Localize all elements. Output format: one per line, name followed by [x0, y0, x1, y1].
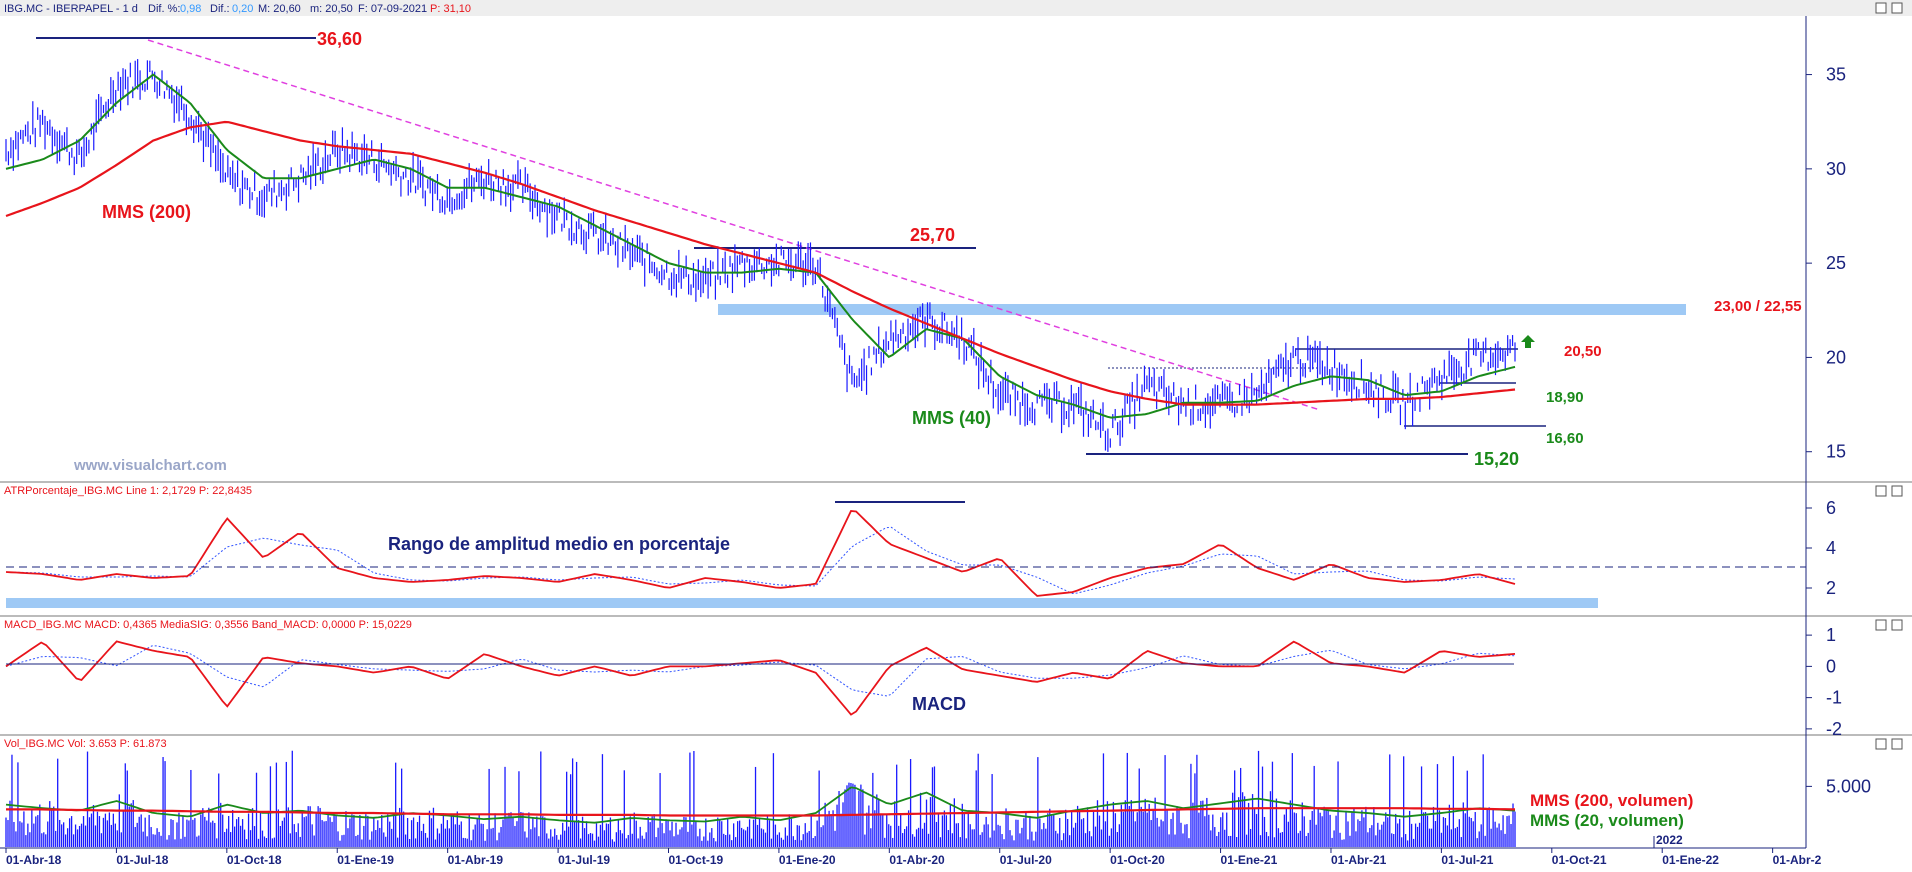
header-bar — [0, 0, 1912, 16]
macd-title: MACD — [912, 694, 966, 714]
date-tick-label: 01-Ene-20 — [779, 853, 836, 867]
label-vol-mms200: MMS (200, volumen) — [1530, 791, 1693, 810]
atr-close-icon[interactable] — [1891, 485, 1903, 497]
vol-header: Vol_IBG.MC Vol: 3.653 P: 61.873 — [4, 738, 167, 750]
macd-header: MACD_IBG.MC MACD: 0,4365 MediaSIG: 0,355… — [4, 619, 412, 631]
date-tick-label: 01-Jul-20 — [1000, 853, 1052, 867]
minimize-icon[interactable] — [1875, 2, 1887, 14]
date-tick-label: 01-Ene-19 — [337, 853, 394, 867]
volume-lines — [5, 786, 1516, 824]
price-lines — [5, 73, 1516, 419]
macd-y-tick-label: 1 — [1826, 625, 1836, 645]
date-tick-label: 01-Abr-18 — [6, 853, 62, 867]
header-price: P: 31,10 — [430, 3, 471, 15]
header-date: F: 07-09-2021 — [358, 3, 427, 15]
label-low: 15,20 — [1474, 449, 1519, 469]
atr-line — [5, 510, 1516, 597]
label-mms200: MMS (200) — [102, 202, 191, 222]
label-1890: 18,90 — [1546, 389, 1584, 406]
header-min: m: 20,50 — [310, 3, 353, 15]
atr-lines — [5, 510, 1516, 597]
price-y-tick-label: 15 — [1826, 442, 1846, 462]
date-tick-label: 01-Oct-20 — [1110, 853, 1165, 867]
header-dif-pct-label: Dif. %: — [148, 3, 180, 15]
atr-y-tick-label: 2 — [1826, 578, 1836, 598]
date-tick-label: 01-Jul-18 — [116, 853, 168, 867]
date-tick-label: 01-Oct-18 — [227, 853, 282, 867]
date-tick-label: 01-Oct-19 — [668, 853, 723, 867]
label-mms40: MMS (40) — [912, 408, 991, 428]
close-icon[interactable] — [1891, 2, 1903, 14]
date-tick-label: 01-Jul-21 — [1441, 853, 1493, 867]
price-bars — [5, 59, 1516, 452]
atr-header: ATRPorcentaje_IBG.MC Line 1: 2,1729 P: 2… — [4, 485, 252, 497]
date-tick-label: 01-Ene-22 — [1662, 853, 1719, 867]
atr-y-tick-label: 4 — [1826, 538, 1836, 558]
price-y-tick-label: 35 — [1826, 65, 1846, 85]
resistance-zone — [718, 304, 1686, 315]
price-y-tick-label: 20 — [1826, 347, 1846, 367]
downtrend-line — [147, 39, 1321, 411]
axes: 35 30 25 20 15 6 4 2 1 0 -1 -2 5.000 01-Abr-18 01-Jul-… — [0, 65, 1871, 867]
atr-signal-line — [5, 526, 1516, 595]
date-tick-label: 01-Abr-2 — [1773, 853, 1822, 867]
header-symbol: IBG.MC - IBERPAPEL - 1 d — [4, 3, 138, 15]
vol-mms200-line — [6, 807, 1516, 817]
atr-minimize-icon[interactable] — [1875, 485, 1887, 497]
price-y-tick-label: 30 — [1826, 159, 1846, 179]
vol-minimize-icon[interactable] — [1875, 738, 1887, 750]
date-tick-label: 01-Abr-20 — [889, 853, 945, 867]
label-1660: 16,60 — [1546, 430, 1584, 447]
macd-close-icon[interactable] — [1891, 619, 1903, 631]
label-high: 36,60 — [317, 29, 362, 49]
watermark: www.visualchart.com — [73, 457, 227, 474]
macd-y-tick-label: -2 — [1826, 719, 1842, 739]
atr-title: Rango de amplitud medio en porcentaje — [388, 534, 730, 554]
date-tick-label: 01-Ene-21 — [1221, 853, 1278, 867]
header-dif-label: Dif.: — [210, 3, 230, 15]
macd-y-tick-label: -1 — [1826, 688, 1842, 708]
date-tick-label: 01-Abr-21 — [1331, 853, 1387, 867]
macd-line — [5, 640, 1516, 716]
label-2570: 25,70 — [910, 225, 955, 245]
label-vol-mms20: MMS (20, volumen) — [1530, 811, 1684, 830]
date-tick-label: 01-Jul-19 — [558, 853, 610, 867]
atr-base-zone — [6, 598, 1598, 608]
macd-minimize-icon[interactable] — [1875, 619, 1887, 631]
mms200-line — [5, 120, 1516, 406]
date-tick-label: 01-Abr-19 — [448, 853, 504, 867]
atr-y-tick-label: 6 — [1826, 498, 1836, 518]
window-buttons-price[interactable] — [1875, 2, 1903, 14]
vol-close-icon[interactable] — [1891, 738, 1903, 750]
volume-bars — [5, 750, 1516, 847]
up-arrow-icon — [1521, 335, 1535, 348]
label-zone: 23,00 / 22,55 — [1714, 298, 1802, 315]
vol-y-tick-label: 5.000 — [1826, 776, 1871, 796]
macd-signal-line — [5, 645, 1516, 697]
macd-y-tick-label: 0 — [1826, 656, 1836, 676]
price-y-tick-label: 25 — [1826, 253, 1846, 273]
year-marker: 2022 — [1656, 833, 1683, 847]
macd-lines — [5, 640, 1516, 716]
header-dif-pct: 0,98 — [180, 3, 201, 15]
header-max: M: 20,60 — [258, 3, 301, 15]
date-tick-label: 01-Oct-21 — [1552, 853, 1607, 867]
label-2050: 20,50 — [1564, 343, 1602, 360]
header-dif: 0,20 — [232, 3, 253, 15]
mms40-line — [5, 73, 1516, 419]
